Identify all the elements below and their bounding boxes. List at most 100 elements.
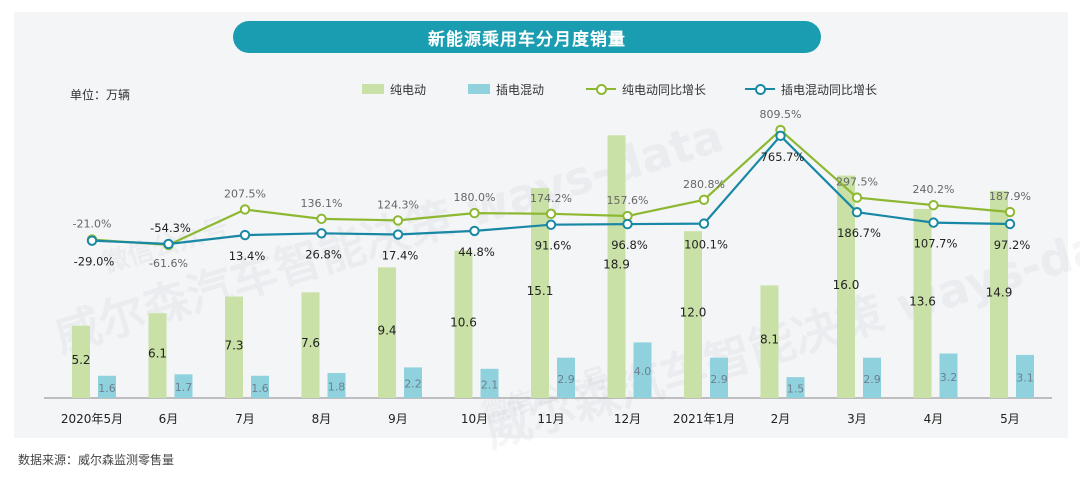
phev-bar-label: 1.7	[175, 381, 193, 394]
bev-growth-point	[698, 194, 710, 205]
phev-growth-label: -29.0%	[74, 255, 115, 269]
phev-growth-point	[622, 218, 633, 230]
phev-bar-label: 4.0	[634, 365, 652, 378]
phev-bar-label: 2.1	[481, 378, 499, 391]
phev-bar-label: 1.8	[328, 380, 346, 393]
legend-item-bev: 纯电动	[362, 79, 426, 99]
x-tick-label: 2月	[771, 412, 791, 426]
bev-bar-label: 15.1	[527, 284, 554, 298]
phev-growth-label: -54.3%	[150, 221, 191, 235]
phev-bar-label: 2.9	[863, 373, 881, 386]
legend-swatch-phev	[468, 84, 490, 94]
bev-growth-label: 174.2%	[530, 192, 572, 205]
phev-growth-label: 91.6%	[535, 239, 572, 253]
phev-growth-point	[1004, 218, 1016, 230]
phev-growth-point	[851, 207, 863, 218]
legend-label: 插电混动同比增长	[781, 82, 878, 97]
legend-swatch-bev-growth	[586, 83, 616, 95]
phev-growth-point	[86, 235, 98, 246]
phev-bar-label: 3.2	[940, 371, 958, 384]
bev-bar-label: 13.6	[909, 294, 936, 308]
unit-label: 单位：万辆	[70, 88, 131, 102]
x-tick-label: 4月	[924, 412, 944, 426]
bev-growth-label: 297.5%	[836, 176, 878, 189]
x-tick-label: 10月	[461, 412, 488, 426]
phev-growth-label: 13.4%	[229, 249, 266, 263]
bev-bar	[378, 267, 396, 398]
bev-growth-label: 180.0%	[454, 191, 496, 204]
phev-growth-point	[316, 228, 327, 239]
phev-bar-label: 1.5	[787, 383, 805, 396]
phev-bar	[480, 368, 499, 398]
x-tick-label: 12月	[614, 412, 641, 426]
legend-label: 纯电动同比增长	[622, 82, 707, 97]
phev-bar	[710, 357, 728, 398]
phev-growth-label: 17.4%	[382, 249, 419, 263]
bev-bar	[837, 175, 855, 398]
phev-growth-point	[469, 225, 480, 237]
x-tick-label: 6月	[159, 412, 179, 426]
phev-growth-label: 100.1%	[684, 238, 728, 252]
bev-bar-label: 9.4	[377, 324, 396, 338]
bev-growth-point	[928, 199, 939, 211]
x-tick-label: 7月	[235, 412, 255, 426]
bev-bar	[684, 231, 702, 398]
phev-bar-label: 2.2	[404, 378, 422, 391]
bev-growth-point	[469, 207, 480, 219]
legend-swatch-phev-growth	[745, 83, 775, 95]
phev-growth-point	[928, 217, 939, 228]
phev-growth-point	[163, 238, 174, 250]
legend-label: 插电混动	[496, 82, 545, 97]
phev-bar	[1016, 354, 1034, 398]
phev-bar	[327, 372, 346, 398]
phev-bar	[251, 375, 269, 398]
bev-bar	[913, 208, 932, 398]
phev-growth-point	[392, 229, 404, 240]
bev-bar-label: 6.1	[148, 347, 167, 361]
phev-growth-label: 107.7%	[914, 237, 958, 251]
x-tick-label: 9月	[388, 412, 408, 426]
x-tick-label: 8月	[312, 412, 332, 426]
phev-growth-label: 186.7%	[837, 226, 881, 240]
bev-bar-label: 16.0	[833, 278, 860, 292]
chart-title-banner: 新能源乘用车分月度销量	[233, 21, 821, 53]
phev-bar	[174, 374, 193, 398]
legend-item-bev-growth: 纯电动同比增长	[586, 79, 706, 99]
phev-growth-point	[775, 130, 786, 142]
bev-growth-label: 124.3%	[377, 198, 419, 211]
phev-growth-point	[545, 219, 557, 230]
phev-bar	[98, 375, 116, 398]
bev-bar-label: 7.3	[224, 338, 243, 352]
bev-growth-label: 207.5%	[224, 187, 266, 200]
phev-bar-label: 1.6	[98, 382, 116, 395]
bev-growth-label: 157.6%	[607, 194, 649, 207]
phev-growth-point	[698, 218, 710, 229]
phev-bar	[404, 367, 422, 398]
bev-bar-label: 18.9	[603, 258, 630, 272]
bev-growth-label: 136.1%	[301, 197, 343, 210]
bev-bar-label: 12.0	[680, 306, 707, 320]
bev-bar	[607, 135, 626, 399]
phev-growth-label: 765.7%	[761, 150, 805, 164]
data-source-note: 数据来源：威尔森监测零售量	[18, 453, 175, 467]
phev-bar-label: 2.9	[710, 373, 728, 386]
bev-growth-label: 240.2%	[913, 183, 955, 196]
legend-label: 纯电动	[390, 82, 427, 97]
legend-swatch-bev	[362, 84, 384, 94]
phev-growth-label: 26.8%	[305, 247, 342, 261]
phev-growth-label: 96.8%	[611, 238, 648, 252]
phev-bar-label: 3.1	[1016, 371, 1034, 384]
bev-bar	[454, 250, 473, 398]
bev-growth-label: -21.0%	[73, 218, 112, 231]
phev-bar	[633, 342, 652, 398]
bev-growth-label: -61.6%	[149, 257, 188, 270]
bev-growth-point	[1004, 206, 1016, 218]
phev-bar-label: 2.9	[557, 373, 575, 386]
bev-bar	[990, 190, 1008, 398]
bev-bar	[301, 292, 320, 398]
phev-bar	[863, 357, 881, 398]
bev-bar-label: 7.6	[301, 336, 320, 350]
bev-growth-label: 187.9%	[989, 190, 1031, 203]
